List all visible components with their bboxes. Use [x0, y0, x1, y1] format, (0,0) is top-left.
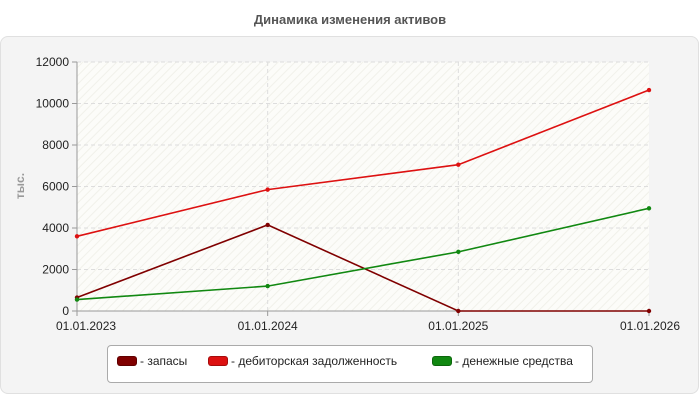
chart-legend: - запасы - дебиторская задолженность - д… — [107, 345, 593, 383]
y-tick-label: 4000 — [42, 221, 69, 235]
data-point-1 — [74, 234, 80, 239]
data-point-2 — [74, 297, 80, 302]
data-point-1 — [265, 187, 270, 192]
legend-item-denezhnye: - денежные средства — [432, 354, 573, 368]
x-tick-label: 01.01.2026 — [620, 319, 680, 333]
data-point-2 — [265, 283, 270, 289]
series-line-1 — [76, 89, 650, 238]
data-point-2 — [456, 249, 461, 255]
legend-item-zapasy: - запасы — [117, 354, 187, 368]
legend-label-denezhnye: - денежные средства — [455, 354, 573, 368]
data-point-0 — [265, 222, 270, 228]
legend-swatch-denezhnye — [432, 356, 452, 366]
series-line-0 — [76, 224, 649, 312]
data-point-1 — [456, 162, 461, 167]
y-tick-label: 2000 — [42, 263, 69, 277]
legend-swatch-zapasy — [117, 356, 137, 366]
data-point-2 — [646, 206, 652, 211]
x-tick-label: 01.01.2023 — [56, 319, 116, 333]
legend-label-debitorskaya: - дебиторская задолженность — [231, 354, 398, 368]
legend-label-zapasy: - запасы — [140, 354, 188, 368]
series-line-2 — [76, 207, 650, 301]
data-point-0 — [646, 308, 652, 314]
y-tick-label: 6000 — [42, 180, 69, 194]
y-tick-label: 12000 — [36, 55, 70, 69]
y-axis-label: тыс. — [13, 173, 27, 199]
y-tick-label: 10000 — [36, 97, 70, 111]
y-tick-label: 0 — [62, 304, 69, 318]
x-tick-label: 01.01.2025 — [428, 319, 488, 333]
legend-item-debitorskaya: - дебиторская задолженность — [208, 354, 397, 368]
x-tick-label: 01.01.2024 — [238, 319, 298, 333]
y-tick-label: 8000 — [42, 138, 69, 152]
data-point-0 — [456, 308, 461, 314]
chart-title: Динамика изменения активов — [253, 12, 447, 27]
legend-swatch-debitorskaya — [208, 356, 228, 366]
data-point-1 — [646, 87, 652, 93]
